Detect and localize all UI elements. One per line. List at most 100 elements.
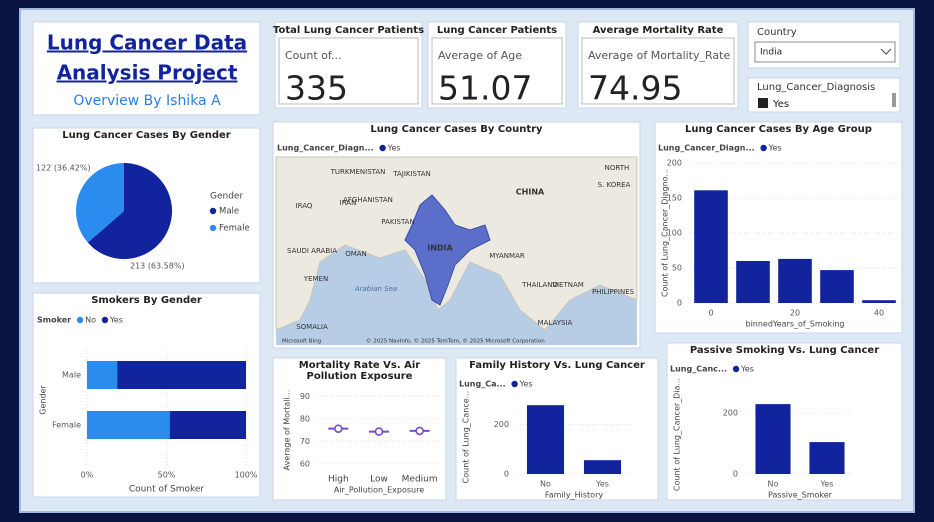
legend-label: Yes xyxy=(109,316,123,325)
x-axis-label: Passive_Smoker xyxy=(768,491,833,500)
legend-title: Lung_Ca... xyxy=(459,380,506,389)
point xyxy=(374,427,384,436)
bar xyxy=(583,460,622,474)
x-tick-label: Low xyxy=(370,475,388,485)
y-tick-label: 0 xyxy=(677,299,682,308)
map-label: VIETNAM xyxy=(552,281,584,289)
x-axis-label: Family_History xyxy=(545,491,603,500)
x-tick-label: 100% xyxy=(235,471,258,480)
y-tick-label: Male xyxy=(62,371,81,380)
map-label: PAKISTAN xyxy=(381,218,414,226)
x-axis-label: Count of Smoker xyxy=(129,485,205,495)
y-tick-label: 0 xyxy=(504,470,509,479)
map-label: SAUDI ARABIA xyxy=(287,247,337,255)
map-label: AFGHANISTAN xyxy=(343,196,393,204)
y-tick-label: 200 xyxy=(494,420,509,429)
legend-title: Lung_Cancer_Diagn... xyxy=(658,144,755,153)
x-tick-label: 20 xyxy=(790,309,800,318)
legend-label: Male xyxy=(219,207,239,217)
map-label: IRAN xyxy=(340,199,357,207)
bar xyxy=(809,442,845,474)
legend-marker xyxy=(209,224,217,232)
legend-label: Yes xyxy=(387,144,401,153)
point xyxy=(334,424,343,433)
chart-title: Lung Cancer Cases By Age Group xyxy=(685,124,872,135)
chart-title: Mortality Rate Vs. Air Pollution Exposur… xyxy=(298,360,421,382)
data-label: 213 (63.58%) xyxy=(130,262,185,271)
y-axis-label: Average of Mortali... xyxy=(283,390,292,471)
card-value: 51.07 xyxy=(438,69,532,108)
chart-title: Passive Smoking Vs. Lung Cancer xyxy=(689,345,880,356)
bar xyxy=(736,261,770,303)
bar xyxy=(694,190,728,303)
map-label: YEMEN xyxy=(303,275,328,283)
chart-title-box: Lung Cancer Cases By Gender xyxy=(62,130,230,141)
chart-title-box: Lung Cancer Cases By Age Group xyxy=(685,124,872,135)
x-tick-label: High xyxy=(328,475,349,485)
card-inner xyxy=(278,37,419,105)
y-tick-label: 80 xyxy=(300,414,310,423)
map-label: OMAN xyxy=(345,250,367,258)
chart-title: Lung Cancer Cases By Country xyxy=(370,124,543,135)
legend-label: Yes xyxy=(740,365,754,374)
x-tick-label: 0 xyxy=(708,309,713,318)
map-label: SOMALIA xyxy=(296,323,328,331)
bar xyxy=(820,270,854,303)
chart-title-box: Family History Vs. Lung Cancer xyxy=(469,360,645,371)
y-tick-label: 50 xyxy=(672,264,682,273)
y-axis-label: Count of Lung_Cance... xyxy=(462,391,471,484)
legend-label: Yes xyxy=(519,380,533,389)
y-tick-label: 0 xyxy=(733,470,738,479)
map-label: S. KOREA xyxy=(598,181,631,189)
map-label: TAJIKISTAN xyxy=(392,170,431,178)
slicer-title: Country xyxy=(757,27,797,38)
legend-title: Lung_Canc... xyxy=(670,365,727,374)
y-tick-label: Female xyxy=(52,421,81,430)
map-label: MALAYSIA xyxy=(538,319,573,327)
map-label: NORTH xyxy=(605,164,630,172)
x-tick-label: 0% xyxy=(81,471,94,480)
map-label: TURKMENISTAN xyxy=(330,168,386,176)
map-label: IRAQ xyxy=(296,202,313,210)
slicer-option: Yes xyxy=(772,99,789,110)
subtitle: Overview By Ishika A xyxy=(73,93,221,109)
title-panel xyxy=(32,21,261,116)
y-tick-label: 70 xyxy=(300,437,310,446)
dropdown[interactable] xyxy=(754,41,896,63)
legend-marker xyxy=(379,144,386,152)
x-tick-label: 50% xyxy=(158,471,176,480)
map-label: PHILIPPINES xyxy=(592,288,635,296)
x-tick-label: 40 xyxy=(874,309,884,318)
map-label: MYANMAR xyxy=(489,252,525,260)
legend-marker xyxy=(732,365,740,373)
chart-title-box: Lung Cancer Cases By Country xyxy=(370,124,543,135)
slicer-title: Lung_Cancer_Diagnosis xyxy=(757,82,875,93)
chart-title-box: Passive Smoking Vs. Lung Cancer xyxy=(689,345,880,356)
legend-label: No xyxy=(85,316,96,325)
map-label: CHINA xyxy=(516,188,545,197)
bar xyxy=(526,405,565,474)
y-tick-label: 100 xyxy=(667,229,682,238)
legend-marker xyxy=(760,144,767,152)
bar xyxy=(755,404,791,474)
x-axis-label: Air_Pollution_Exposure xyxy=(334,486,424,495)
card-title: Average Mortality Rate xyxy=(593,25,724,36)
checkbox[interactable] xyxy=(758,98,768,108)
scrollbar xyxy=(892,93,896,107)
map-label: Arabian Sea xyxy=(354,285,397,293)
legend-label: Female xyxy=(219,224,250,234)
map-label: THAILAND xyxy=(521,281,558,289)
chart-title-box: Smokers By Gender xyxy=(91,295,202,306)
map-label: INDIA xyxy=(427,244,453,253)
card-value: 74.95 xyxy=(588,69,682,108)
legend-title: Smoker xyxy=(37,316,71,325)
legend-title: Gender xyxy=(210,192,243,202)
legend-title: Lung_Cancer_Diagn... xyxy=(277,144,374,153)
card-inner xyxy=(581,37,735,105)
pie-slice xyxy=(87,163,172,259)
y-axis-label: Count of Lung_Cancer_Dia... xyxy=(673,378,682,491)
map-attribution: © 2025 NavInfo, © 2025 TomTom, © 2025 Mi… xyxy=(366,338,545,345)
dropdown-value: India xyxy=(760,48,782,58)
